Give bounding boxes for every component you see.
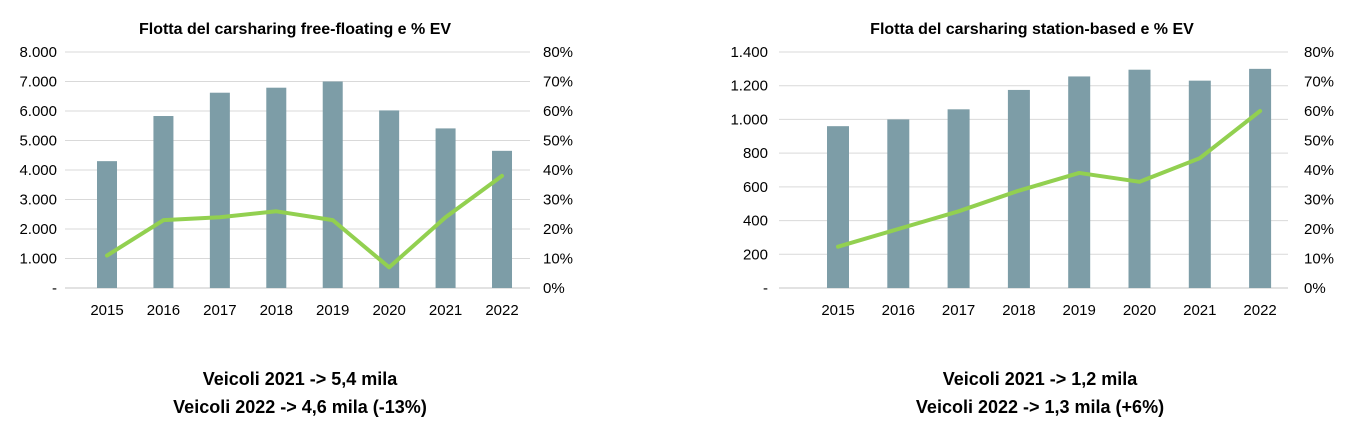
right-axis: 80% 70% 60% 50% 40% 30% 20% 10% 0% bbox=[543, 44, 573, 297]
x-axis-label-2016: 2016 bbox=[882, 302, 915, 319]
left-axis-tick-label: 8.000 bbox=[19, 44, 57, 61]
chart-title-station-based: Flotta del carsharing station-based e % … bbox=[870, 21, 1194, 39]
caption-free-floating: Veicoli 2021 -> 5,4 mila Veicoli 2022 ->… bbox=[40, 365, 560, 421]
combo-chart-station-based: 1.400 1.200 1.000 800 600 400 200 - 80% 70% 60% 50%… bbox=[730, 44, 1334, 319]
right-axis-tick-label: 70% bbox=[543, 74, 573, 91]
left-axis-tick-label: 200 bbox=[743, 246, 768, 263]
right-axis-tick-label: 60% bbox=[1304, 103, 1334, 120]
left-axis-tick-label: 1.000 bbox=[19, 251, 57, 268]
bar-2022 bbox=[492, 150, 513, 288]
caption-station-based: Veicoli 2021 -> 1,2 mila Veicoli 2022 ->… bbox=[767, 365, 1313, 421]
bar-2021 bbox=[435, 128, 456, 288]
right-axis-tick-label: 40% bbox=[1304, 162, 1334, 179]
x-axis-label-2020: 2020 bbox=[1123, 302, 1156, 319]
right-axis-tick-label: 50% bbox=[543, 133, 573, 150]
x-axis-label-2016: 2016 bbox=[147, 302, 180, 319]
left-axis-tick-label: 800 bbox=[743, 145, 768, 162]
left-axis-tick-label: 1.000 bbox=[730, 111, 768, 128]
ev-percentage-line bbox=[836, 109, 1263, 249]
right-axis-tick-label: 0% bbox=[543, 280, 565, 297]
left-axis-tick-label: - bbox=[763, 280, 768, 297]
right-axis-tick-label: 70% bbox=[1304, 74, 1334, 91]
gridlines: 8.000 7.000 6.000 5.000 4.000 3.000 2.000 1.000… bbox=[19, 44, 530, 297]
bar-series bbox=[827, 68, 1272, 289]
x-axis-label-2017: 2017 bbox=[203, 302, 236, 319]
right-axis-tick-label: 50% bbox=[1304, 133, 1334, 150]
x-axis-label-2019: 2019 bbox=[316, 302, 349, 319]
bar-2020 bbox=[379, 110, 400, 288]
left-axis-tick-label: 2.000 bbox=[19, 221, 57, 238]
caption-line-veicoli-2022: Veicoli 2022 -> 1,3 mila (+6%) bbox=[915, 397, 1165, 417]
bar-2022 bbox=[1249, 68, 1272, 288]
ev-percentage-line bbox=[105, 173, 505, 270]
right-axis-tick-label: 20% bbox=[543, 221, 573, 238]
caption-line-veicoli-2021: Veicoli 2021 -> 5,4 mila bbox=[202, 369, 398, 389]
x-axis-label-2018: 2018 bbox=[260, 302, 293, 319]
bar-2015 bbox=[827, 126, 849, 289]
right-axis-tick-label: 30% bbox=[543, 192, 573, 209]
chart-panel-station-based: Flotta del carsharing station-based e % … bbox=[677, 0, 1353, 440]
bar-2016 bbox=[153, 116, 174, 288]
bar-2018 bbox=[266, 87, 287, 288]
bar-2015 bbox=[97, 161, 117, 288]
left-axis-tick-label: 3.000 bbox=[19, 192, 57, 209]
x-axis: 2015 2016 2017 2018 2019 2020 2021 2022 bbox=[90, 302, 518, 319]
x-axis-label-2015: 2015 bbox=[90, 302, 123, 319]
right-axis-tick-label: 40% bbox=[543, 162, 573, 179]
left-axis-tick-label: 1.200 bbox=[730, 78, 768, 95]
left-axis-tick-label: 5.000 bbox=[19, 133, 57, 150]
x-axis-label-2017: 2017 bbox=[942, 302, 975, 319]
caption-line-veicoli-2021: Veicoli 2021 -> 1,2 mila bbox=[942, 369, 1138, 389]
x-axis-label-2018: 2018 bbox=[1002, 302, 1035, 319]
x-axis-label-2015: 2015 bbox=[821, 302, 854, 319]
left-axis-tick-label: 7.000 bbox=[19, 74, 57, 91]
bar-2019 bbox=[322, 81, 343, 288]
right-axis-tick-label: 80% bbox=[543, 44, 573, 61]
x-axis-label-2020: 2020 bbox=[372, 302, 405, 319]
x-axis-label-2021: 2021 bbox=[429, 302, 462, 319]
caption-line-veicoli-2022: Veicoli 2022 -> 4,6 mila (-13%) bbox=[173, 397, 427, 417]
combo-chart-free-floating: 8.000 7.000 6.000 5.000 4.000 3.000 2.000 1.000… bbox=[19, 44, 573, 319]
bar-2019 bbox=[1068, 76, 1091, 288]
left-axis-tick-label: - bbox=[52, 280, 57, 297]
gridlines: 1.400 1.200 1.000 800 600 400 200 - bbox=[730, 44, 1288, 297]
chart-title-free-floating: Flotta del carsharing free-floating e % … bbox=[138, 21, 452, 39]
left-axis-tick-label: 600 bbox=[743, 179, 768, 196]
bar-2017 bbox=[947, 109, 970, 288]
bar-2016 bbox=[887, 119, 910, 288]
right-axis: 80% 70% 60% 50% 40% 30% 20% 10% 0% bbox=[1304, 44, 1334, 297]
bar-2021 bbox=[1188, 80, 1211, 289]
x-axis-label-2022: 2022 bbox=[1243, 302, 1276, 319]
right-axis-tick-label: 30% bbox=[1304, 192, 1334, 209]
bar-series bbox=[97, 81, 513, 289]
right-axis-tick-label: 60% bbox=[543, 103, 573, 120]
bar-2020 bbox=[1128, 69, 1151, 288]
left-axis-tick-label: 4.000 bbox=[19, 162, 57, 179]
right-axis-tick-label: 10% bbox=[1304, 251, 1334, 268]
right-axis-tick-label: 10% bbox=[543, 251, 573, 268]
x-axis-label-2022: 2022 bbox=[485, 302, 518, 319]
bar-2017 bbox=[209, 92, 230, 289]
right-axis-tick-label: 80% bbox=[1304, 44, 1334, 61]
x-axis: 2015 2016 2017 2018 2019 2020 2021 2022 bbox=[821, 302, 1276, 319]
x-axis-label-2021: 2021 bbox=[1183, 302, 1216, 319]
right-axis-tick-label: 0% bbox=[1304, 280, 1326, 297]
right-axis-tick-label: 20% bbox=[1304, 221, 1334, 238]
left-axis-tick-label: 1.400 bbox=[730, 44, 768, 61]
left-axis-tick-label: 400 bbox=[743, 213, 768, 230]
left-axis-tick-label: 6.000 bbox=[19, 103, 57, 120]
x-axis-label-2019: 2019 bbox=[1063, 302, 1096, 319]
chart-panel-free-floating: Flotta del carsharing free-floating e % … bbox=[0, 0, 676, 440]
